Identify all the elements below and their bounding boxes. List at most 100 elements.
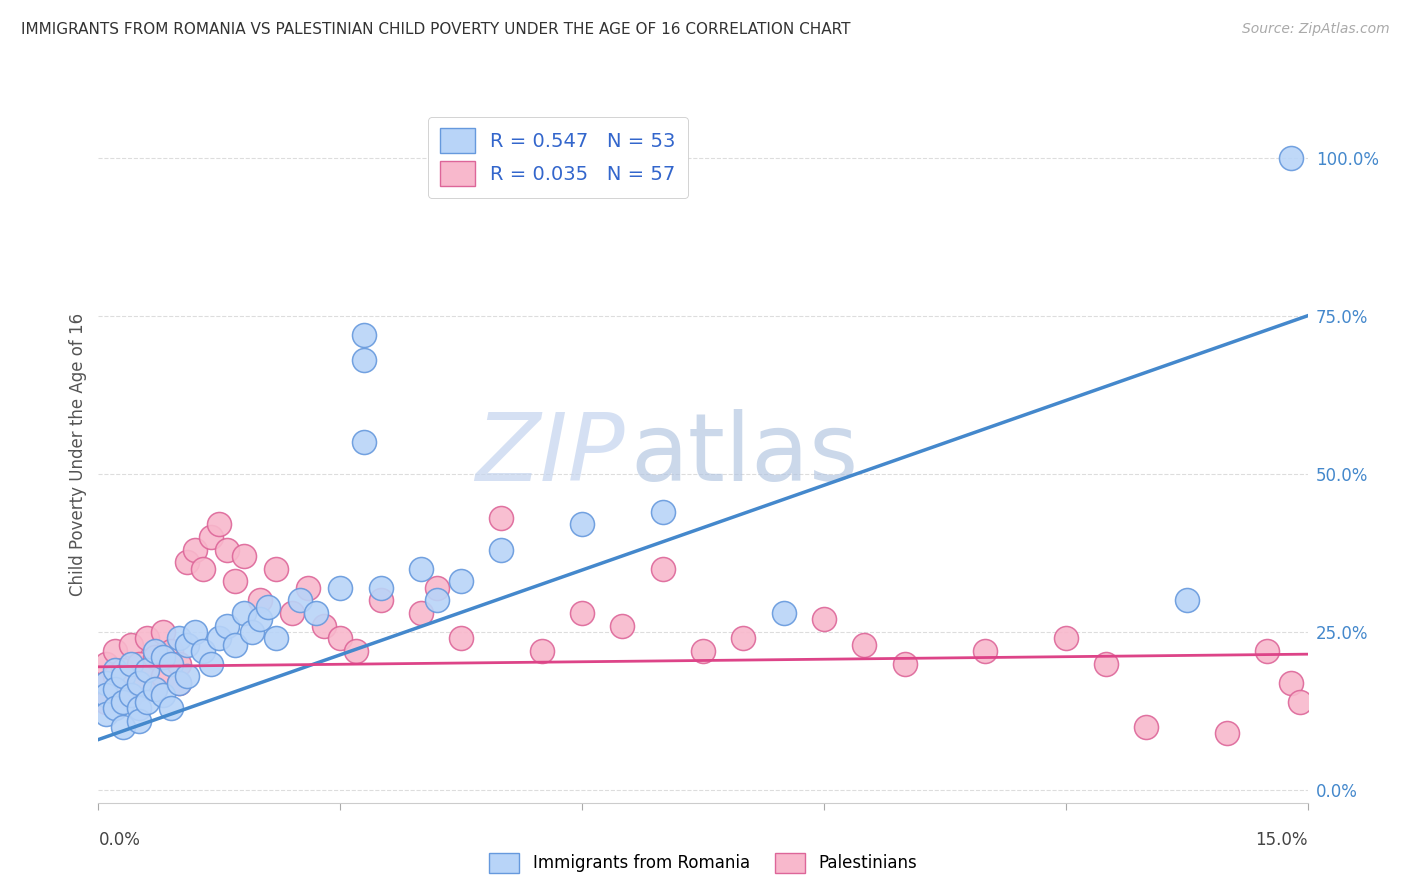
Point: [128, 681, 150, 696]
Point: [128, 701, 150, 715]
Point: [167, 632, 190, 646]
Text: ZIP: ZIP: [475, 409, 624, 500]
Point: [232, 606, 254, 620]
Point: [152, 650, 174, 665]
Point: [1054, 632, 1077, 646]
Point: [200, 657, 222, 671]
Point: [208, 517, 231, 532]
Point: [96, 675, 118, 690]
Point: [152, 669, 174, 683]
Y-axis label: Child Poverty Under the Age of 16: Child Poverty Under the Age of 16: [69, 313, 87, 597]
Point: [344, 644, 367, 658]
Point: [193, 562, 215, 576]
Point: [160, 657, 183, 671]
Point: [193, 644, 215, 658]
Point: [450, 574, 472, 589]
Point: [772, 606, 794, 620]
Point: [409, 606, 432, 620]
Point: [733, 632, 755, 646]
Point: [249, 612, 271, 626]
Text: 15.0%: 15.0%: [1256, 831, 1308, 849]
Point: [1281, 675, 1303, 690]
Point: [111, 688, 134, 702]
Point: [853, 638, 876, 652]
Point: [232, 549, 254, 563]
Point: [103, 663, 125, 677]
Point: [160, 644, 183, 658]
Point: [692, 644, 714, 658]
Point: [167, 675, 190, 690]
Point: [143, 681, 166, 696]
Point: [1216, 726, 1239, 740]
Point: [1175, 593, 1198, 607]
Point: [111, 669, 134, 683]
Point: [176, 556, 198, 570]
Point: [103, 681, 125, 696]
Point: [491, 511, 513, 525]
Point: [612, 618, 634, 632]
Point: [135, 632, 157, 646]
Point: [224, 574, 246, 589]
Point: [264, 632, 287, 646]
Point: [370, 581, 392, 595]
Point: [1288, 695, 1310, 709]
Point: [120, 675, 142, 690]
Point: [329, 581, 352, 595]
Point: [143, 644, 166, 658]
Point: [1095, 657, 1118, 671]
Point: [167, 657, 190, 671]
Point: [200, 530, 222, 544]
Point: [353, 353, 375, 368]
Point: [281, 606, 304, 620]
Text: 0.0%: 0.0%: [98, 831, 141, 849]
Text: atlas: atlas: [630, 409, 859, 501]
Point: [651, 505, 673, 519]
Point: [143, 650, 166, 665]
Legend: Immigrants from Romania, Palestinians: Immigrants from Romania, Palestinians: [482, 847, 924, 880]
Point: [353, 327, 375, 342]
Point: [491, 542, 513, 557]
Point: [305, 606, 328, 620]
Point: [120, 688, 142, 702]
Point: [1256, 644, 1278, 658]
Point: [128, 657, 150, 671]
Point: [96, 695, 118, 709]
Point: [217, 542, 239, 557]
Point: [1281, 151, 1303, 165]
Point: [96, 707, 118, 722]
Point: [135, 663, 157, 677]
Point: [974, 644, 997, 658]
Point: [571, 517, 593, 532]
Point: [176, 669, 198, 683]
Point: [893, 657, 915, 671]
Point: [184, 542, 207, 557]
Point: [571, 606, 593, 620]
Point: [103, 644, 125, 658]
Point: [96, 657, 118, 671]
Point: [135, 663, 157, 677]
Point: [128, 714, 150, 728]
Point: [120, 657, 142, 671]
Point: [224, 638, 246, 652]
Point: [426, 581, 449, 595]
Point: [103, 669, 125, 683]
Point: [297, 581, 319, 595]
Point: [426, 593, 449, 607]
Point: [184, 625, 207, 640]
Point: [111, 720, 134, 734]
Point: [264, 562, 287, 576]
Point: [651, 562, 673, 576]
Point: [1135, 720, 1157, 734]
Point: [128, 675, 150, 690]
Point: [120, 638, 142, 652]
Point: [256, 599, 278, 614]
Point: [450, 632, 472, 646]
Point: [143, 681, 166, 696]
Point: [135, 695, 157, 709]
Text: Source: ZipAtlas.com: Source: ZipAtlas.com: [1241, 22, 1389, 37]
Point: [111, 695, 134, 709]
Point: [152, 625, 174, 640]
Point: [176, 638, 198, 652]
Point: [160, 701, 183, 715]
Point: [111, 663, 134, 677]
